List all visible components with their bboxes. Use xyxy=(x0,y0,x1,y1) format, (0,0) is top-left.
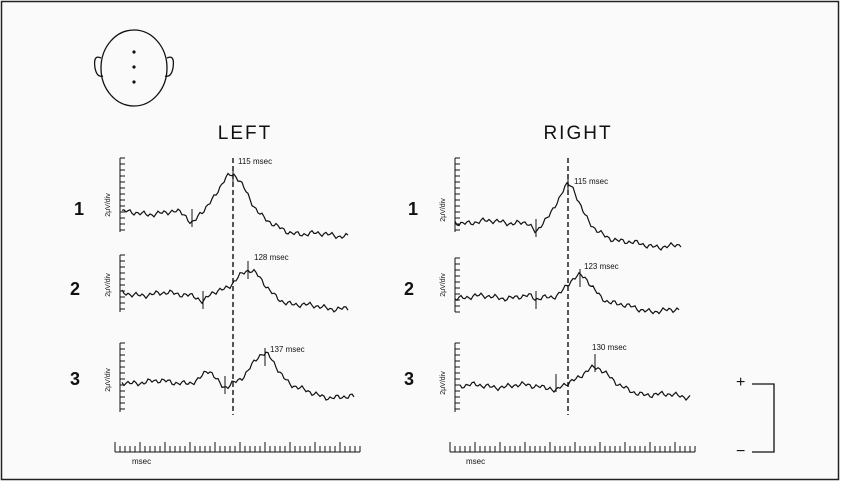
row-label: 1 xyxy=(74,199,84,219)
right-heading: RIGHT xyxy=(543,123,612,144)
scale-label: 2μV/div xyxy=(440,273,447,297)
time-label: msec xyxy=(132,457,151,466)
row-label: 1 xyxy=(408,199,418,219)
row-label: 2 xyxy=(70,279,80,299)
row-label: 3 xyxy=(70,369,80,389)
scale-label: 2μV/div xyxy=(105,273,112,297)
latency-label: 128 msec xyxy=(254,253,289,262)
left-heading: LEFT xyxy=(218,123,272,144)
latency-label: 123 msec xyxy=(584,262,619,271)
scale-label: 2μV/div xyxy=(440,198,447,222)
latency-label: 137 msec xyxy=(270,345,305,354)
polarity-negative: − xyxy=(736,443,745,460)
scale-label: 2μV/div xyxy=(440,371,447,395)
time-label: msec xyxy=(466,457,485,466)
figure: LEFT RIGHT 1 2 3 1 2 3 115 msec 128 msec… xyxy=(0,0,842,483)
polarity-positive: + xyxy=(736,374,745,391)
scale-label: 2μV/div xyxy=(105,193,112,217)
scale-label: 2μV/div xyxy=(105,368,112,392)
latency-label: 115 msec xyxy=(574,177,608,186)
row-label: 3 xyxy=(404,369,414,389)
latency-label: 115 msec xyxy=(238,157,272,166)
row-label: 2 xyxy=(404,279,414,299)
latency-label: 130 msec xyxy=(592,343,627,352)
